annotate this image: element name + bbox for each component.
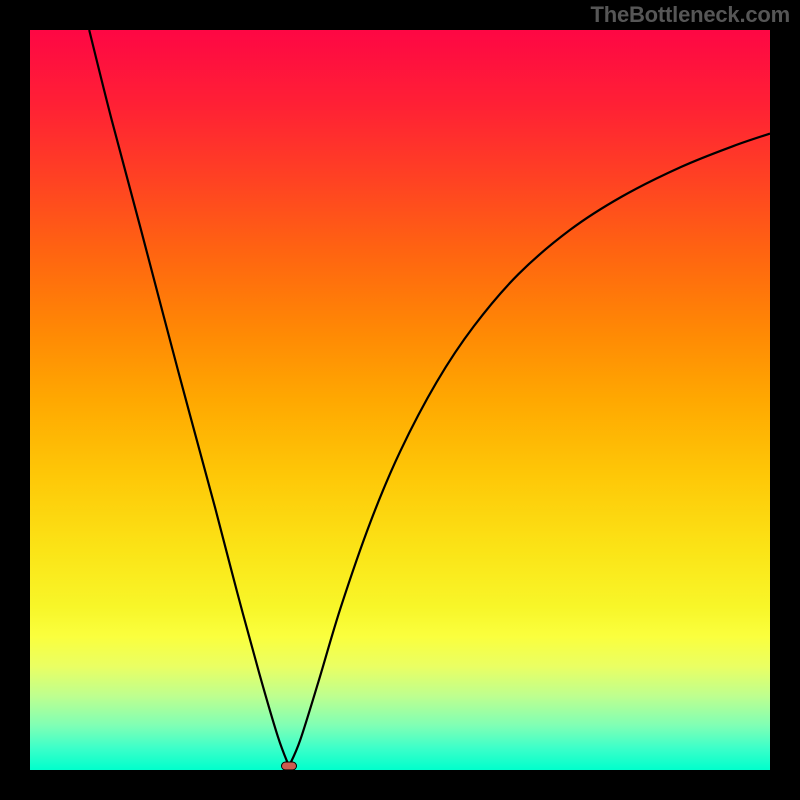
optimum-marker xyxy=(281,761,297,770)
curve-right-branch xyxy=(289,134,770,767)
curve-layer xyxy=(0,0,800,800)
chart-container: TheBottleneck.com xyxy=(0,0,800,800)
curve-left-branch xyxy=(89,30,289,766)
watermark-text: TheBottleneck.com xyxy=(590,2,790,28)
